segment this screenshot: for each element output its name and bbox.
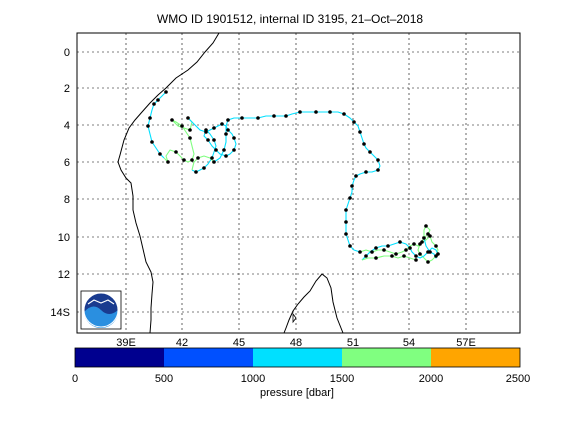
noaa-logo (80, 290, 122, 330)
lat-label: 6 (64, 157, 70, 169)
coastline-madagascar (283, 273, 344, 334)
colorbar-segment (164, 348, 253, 367)
lon-label: 42 (176, 337, 188, 349)
lat-label: 4 (64, 120, 70, 132)
lon-label: 54 (403, 337, 415, 349)
longitude-labels: 39E 42 45 48 51 54 57E (116, 337, 476, 349)
lon-label: 45 (233, 337, 245, 349)
lat-label: 10 (58, 232, 70, 244)
colorbar-segment (342, 348, 431, 367)
colorbar-segment (253, 348, 342, 367)
colorbar-segment (431, 348, 520, 367)
lat-label: 0 (64, 47, 70, 59)
colorbar-tick: 2500 (506, 373, 530, 385)
profile-markers (146, 90, 440, 264)
lat-label: 12 (58, 269, 70, 281)
lon-label: 57E (456, 337, 476, 349)
coastline-island (292, 312, 297, 324)
lat-label: 14S (50, 307, 70, 319)
lon-label: 39E (116, 337, 136, 349)
colorbar-tick: 1500 (330, 373, 354, 385)
colorbar: 0 500 1000 1500 2000 2500 pressure [dbar… (72, 347, 530, 399)
colorbar-tick: 500 (155, 373, 173, 385)
map-area: 0 2 4 6 8 10 12 14S (50, 32, 521, 334)
map-title: WMO ID 1901512, internal ID 3195, 21–Oct… (157, 12, 423, 26)
colorbar-segment (75, 348, 164, 367)
grid-lines (77, 33, 520, 333)
colorbar-label: pressure [dbar] (260, 387, 334, 399)
latitude-labels: 0 2 4 6 8 10 12 14S (50, 47, 70, 319)
lat-label: 2 (64, 83, 70, 95)
coastline-africa (117, 32, 220, 334)
colorbar-tick: 0 (72, 373, 78, 385)
lat-label: 8 (64, 194, 70, 206)
colorbar-tick: 1000 (241, 373, 265, 385)
lon-label: 51 (347, 337, 359, 349)
lon-label: 48 (290, 337, 302, 349)
colorbar-tick: 2000 (419, 373, 443, 385)
